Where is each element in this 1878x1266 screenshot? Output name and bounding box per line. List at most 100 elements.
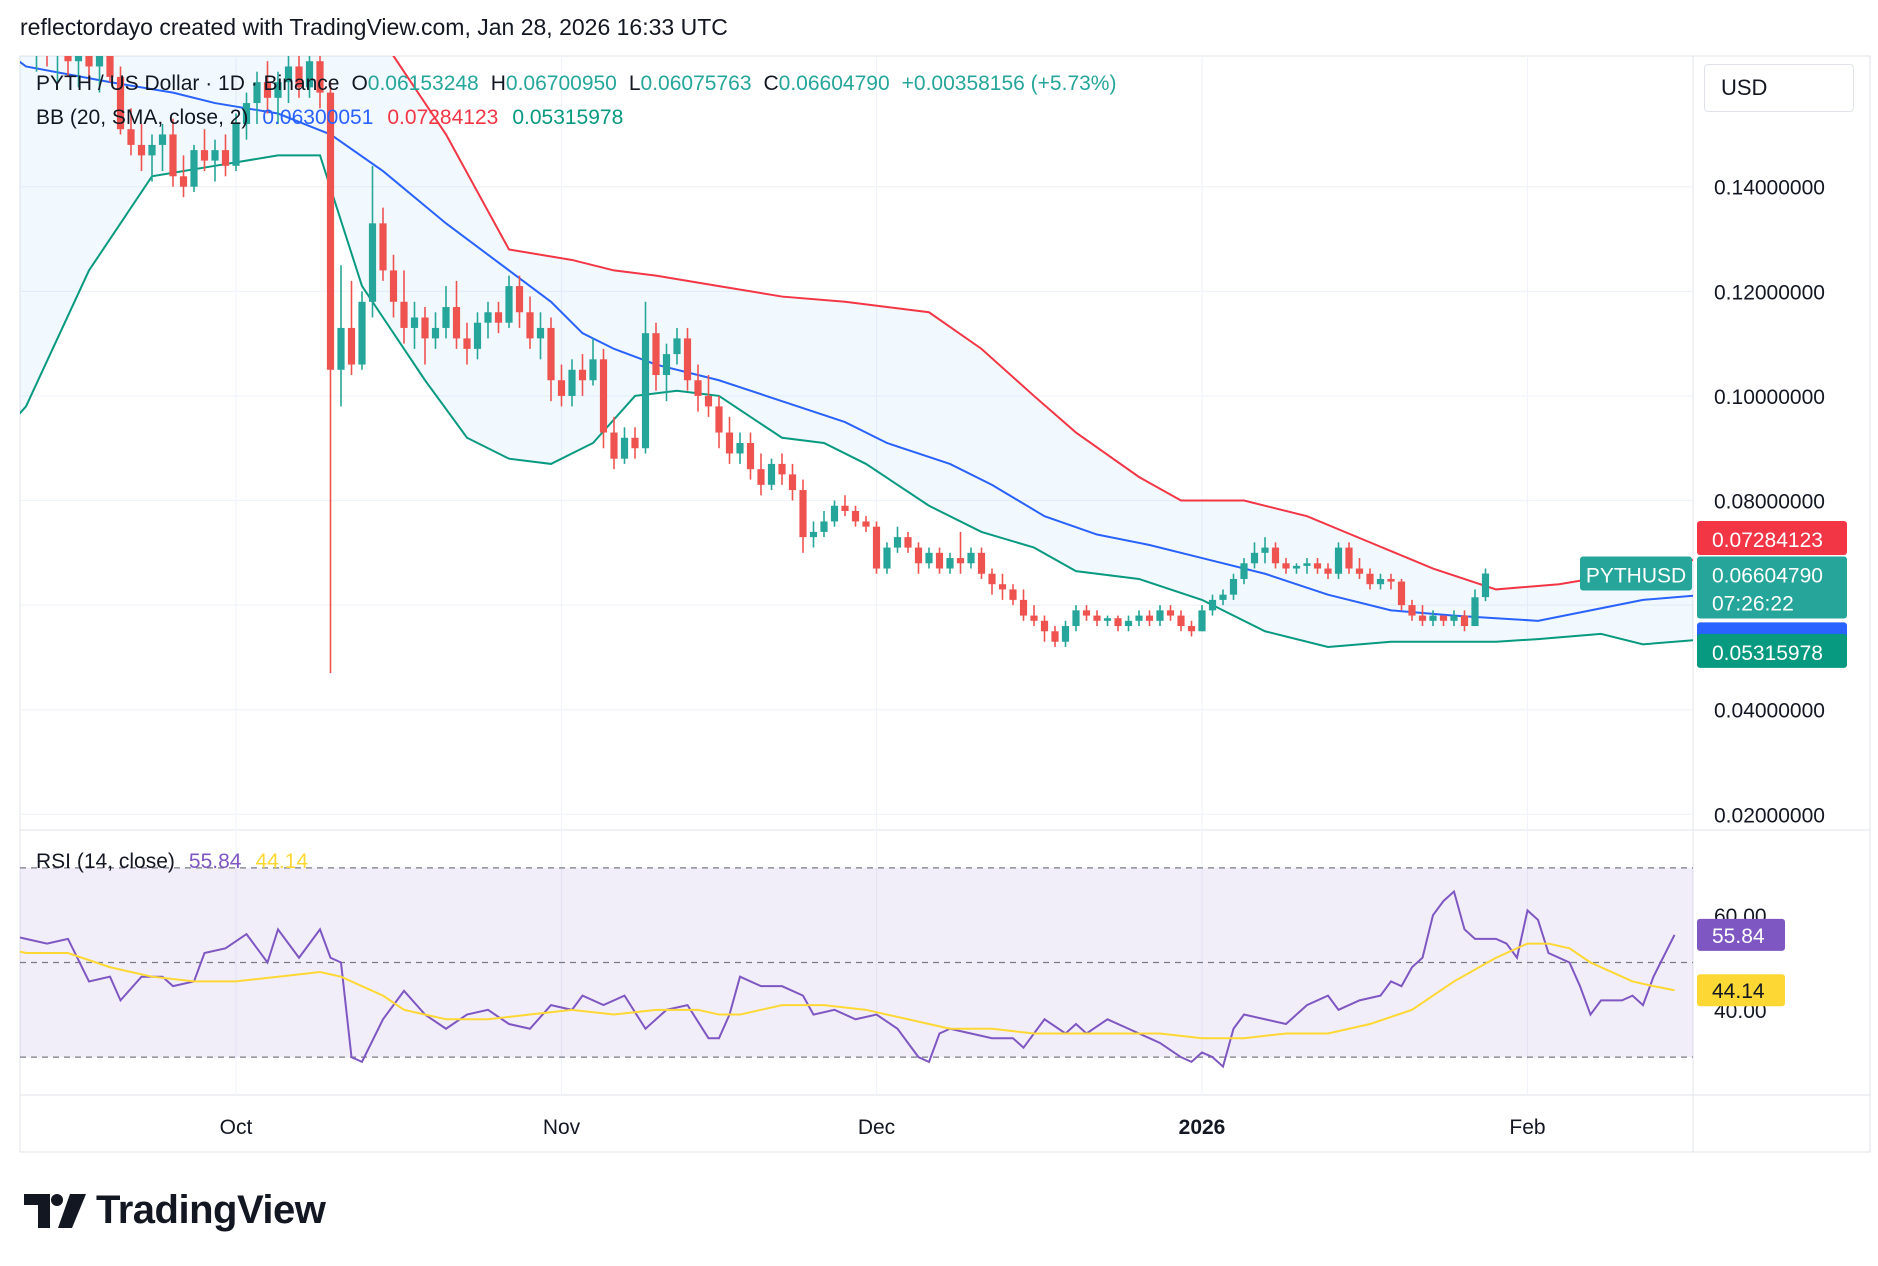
candle-body: [956, 558, 965, 564]
candle-body: [1030, 615, 1038, 621]
time-axis-label: Nov: [543, 1116, 581, 1139]
open-value: 0.06153248: [367, 72, 479, 95]
candle-body: [1240, 563, 1248, 579]
candle-body: [757, 469, 765, 485]
candle-body: [547, 327, 555, 381]
candle-body: [578, 369, 587, 381]
candle-body: [641, 333, 650, 449]
candle-body: [809, 531, 818, 538]
candle-body: [725, 432, 734, 454]
currency-label: USD: [1721, 75, 1768, 100]
candle-body: [190, 150, 198, 187]
currency-selector[interactable]: USD: [1704, 64, 1854, 112]
price-tick-label: 0.14000000: [1714, 177, 1825, 200]
candle-body: [1376, 578, 1385, 585]
candle-body: [1471, 597, 1479, 627]
candle-body: [1408, 605, 1416, 616]
candle-body: [442, 307, 450, 328]
candle-body: [1282, 563, 1290, 569]
bollinger-fill: [20, 56, 1693, 647]
candle-body: [54, 51, 61, 56]
candle-group: [33, 40, 1490, 674]
candle-body: [820, 521, 828, 532]
chart-canvas[interactable]: 0.14000000 0.12000000 0.10000000 0.08000000…: [0, 0, 1878, 1180]
candle-body: [914, 547, 923, 564]
candle-body: [1387, 578, 1395, 582]
candle-body: [463, 338, 471, 349]
rsi-value-tag: 55.84: [1712, 925, 1765, 948]
time-axis-label: Feb: [1509, 1116, 1545, 1139]
candle-body: [1261, 547, 1269, 553]
symbol-title: PYTH / US Dollar · 1D · Binance: [36, 72, 340, 95]
candle-body: [746, 443, 755, 470]
candle-body: [904, 537, 912, 548]
candle-body: [1208, 599, 1217, 611]
candle-body: [1093, 615, 1101, 621]
candle-body: [851, 510, 860, 522]
candle-body: [85, 56, 93, 67]
candle-body: [1481, 573, 1490, 598]
candle-body: [158, 134, 167, 145]
tradingview-logo-icon: [24, 1193, 86, 1228]
candle-body: [494, 312, 503, 323]
candle-body: [263, 82, 272, 98]
candle-body: [1303, 563, 1311, 566]
candle-body: [1219, 594, 1227, 600]
candle-body: [1460, 615, 1469, 627]
candle-body: [137, 144, 146, 156]
candle-body: [925, 552, 933, 564]
candle-body: [799, 490, 807, 538]
rsi-ma-line: [20, 942, 1675, 1040]
candle-body: [1355, 568, 1364, 574]
bb-title: BB (20, SMA, close, 2): [36, 106, 249, 129]
time-axis-label: 2026: [1179, 1116, 1226, 1139]
candle-body: [1429, 615, 1437, 621]
candle-body: [127, 129, 135, 145]
candle-body: [526, 312, 534, 339]
time-axis-label: Dec: [858, 1116, 895, 1139]
candle-body: [1135, 615, 1143, 621]
price-tick-label: 0.12000000: [1714, 281, 1825, 304]
candle-body: [1156, 610, 1164, 621]
rsi-lines: [20, 889, 1676, 1069]
candle-body: [484, 312, 492, 323]
tradingview-logo[interactable]: TradingView: [24, 1188, 326, 1233]
candle-body: [33, 40, 40, 45]
candle-body: [631, 437, 639, 449]
candle-body: [200, 150, 209, 161]
candle-body: [967, 552, 975, 564]
rsi-legend[interactable]: RSI (14, close) 55.84 44.14: [36, 850, 314, 874]
candle-body: [1187, 626, 1196, 632]
main-legend[interactable]: PYTH / US Dollar · 1D · Binance O0.061532…: [36, 72, 1122, 96]
candle-body: [1114, 618, 1122, 627]
bb-legend[interactable]: BB (20, SMA, close, 2) 0.06300051 0.072841…: [36, 106, 629, 130]
candle-body: [736, 443, 744, 454]
candle-body: [1166, 610, 1175, 616]
last-price-tag-bg: [1697, 556, 1847, 619]
candle-body: [1103, 618, 1112, 621]
candle-body: [872, 526, 881, 569]
candle-body: [683, 338, 692, 381]
candle-body: [778, 463, 786, 475]
candle-body: [368, 223, 377, 302]
candle-body: [316, 61, 324, 93]
candle-body: [610, 432, 618, 459]
candle-body: [862, 521, 870, 527]
candle-body: [64, 56, 72, 62]
candle-body: [536, 327, 545, 339]
candle-body: [893, 537, 902, 548]
candle-body: [1292, 565, 1301, 569]
rsi-line: [20, 889, 1676, 1069]
rsi-background: [20, 867, 1693, 1058]
symbol-tag-bg: [1580, 556, 1692, 591]
candle-body: [389, 270, 398, 302]
candle-body: [1061, 626, 1070, 642]
candle-body: [1009, 589, 1017, 600]
candle-body: [841, 505, 849, 511]
close-value: 0.06604790: [778, 72, 890, 95]
bar-countdown: 07:26:22: [1712, 592, 1794, 615]
rsi-ma-value: 44.14: [255, 850, 309, 873]
close-label: C: [763, 72, 779, 95]
candle-body: [1082, 610, 1091, 616]
candle-body: [179, 176, 188, 187]
